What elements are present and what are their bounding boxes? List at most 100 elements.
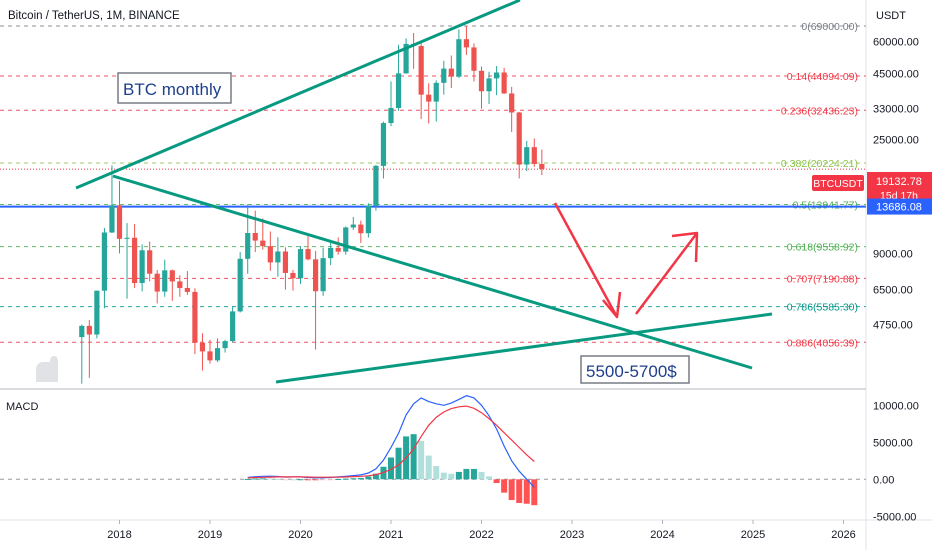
macd-axis-tick: 5000.00: [873, 437, 913, 449]
macd-histogram-bar: [282, 479, 289, 481]
fib-level-label: 0.886(4056.39): [787, 337, 858, 349]
macd-histogram-bar: [244, 478, 251, 480]
time-axis-tick: 2020: [288, 529, 312, 541]
candle-body: [328, 247, 334, 259]
macd-histogram-bar: [440, 472, 447, 480]
candle-body: [312, 259, 319, 292]
candle-body: [275, 251, 281, 263]
target-label-box: [580, 355, 690, 384]
candle-body: [94, 290, 100, 335]
candle-body: [252, 233, 258, 241]
candle-body: [79, 325, 85, 338]
candle-body: [109, 205, 115, 233]
candle-body: [516, 112, 522, 165]
fib-level-label: 0.14(44094.09): [787, 71, 858, 83]
fib-level-label: 0.5(13941.77): [793, 200, 858, 212]
candle-body: [388, 107, 394, 124]
time-axis-tick: 2024: [650, 529, 674, 541]
symbol-tag: [812, 175, 864, 191]
chart-title: Bitcoin / TetherUS, 1M, BINANCE: [8, 10, 180, 22]
descending-trendline: [112, 174, 753, 370]
price-axis-tick: 25000.00: [873, 134, 919, 146]
macd-axis-tick: -5000.00: [873, 511, 916, 523]
signal-line: [247, 405, 535, 479]
macd-histogram-bar: [289, 479, 296, 481]
macd-histogram-bar: [350, 478, 357, 480]
up-arrow-line: [635, 232, 698, 315]
candle-body: [214, 348, 221, 361]
symbol-tag-text: BTCUSDT: [813, 178, 863, 190]
candle-body: [192, 291, 198, 343]
candle-body: [116, 205, 123, 239]
fib-level-label: 0.786(5585.30): [787, 302, 858, 314]
macd-histogram-bar: [478, 471, 485, 480]
watermark-icon: [36, 356, 58, 382]
candle-body: [403, 43, 409, 74]
candle-body: [290, 272, 296, 279]
candle-body: [207, 351, 213, 361]
macd-histogram-bar: [305, 479, 312, 481]
macd-histogram-bar: [365, 476, 372, 480]
price-axis-unit: USDT: [876, 10, 906, 22]
candle-body: [260, 240, 266, 247]
candle-body: [177, 281, 183, 288]
candle-body: [184, 287, 190, 292]
last-price-value: 19132.78: [876, 176, 922, 188]
candle-body: [531, 147, 537, 164]
candle-body: [131, 237, 138, 284]
macd-histogram-bar: [455, 471, 462, 480]
price-axis-tick: 60000.00: [873, 37, 919, 49]
fib-level-label: 0.618(9558.92): [787, 242, 858, 254]
macd-axis-tick: 10000.00: [873, 400, 919, 412]
chart-label-box: [117, 72, 232, 104]
hline-price-tag: [867, 198, 932, 215]
candle-body: [320, 258, 326, 292]
candle-body: [456, 39, 462, 77]
candle-body: [426, 94, 432, 102]
time-axis-tick: 2026: [831, 529, 855, 541]
candle-body: [139, 250, 145, 284]
candle-body: [418, 45, 424, 95]
down-arrow-line: [553, 202, 619, 318]
candle-body: [433, 82, 439, 102]
candle-body: [169, 270, 175, 282]
candle-body: [282, 251, 289, 273]
upper-trendline: [75, 0, 521, 190]
price-axis-tick: 4750.00: [873, 320, 913, 332]
candle-body: [365, 205, 371, 234]
time-axis-tick: 2019: [198, 529, 222, 541]
macd-histogram-bar: [252, 478, 259, 480]
up-arrow-head: [671, 231, 699, 263]
candle-body: [199, 342, 206, 352]
macd-histogram-bar: [448, 473, 455, 480]
macd-histogram-bar: [357, 477, 364, 480]
macd-histogram-bar: [501, 479, 508, 493]
price-axis-tick: 45000.00: [873, 69, 919, 81]
candle-body: [245, 233, 251, 259]
macd-histogram-bar: [531, 479, 538, 506]
candle-body: [395, 73, 402, 108]
macd-histogram-bar: [523, 479, 530, 504]
macd-histogram-bar: [493, 479, 500, 484]
hline-price-value: 13686.08: [876, 202, 922, 214]
chart-label-text: BTC monthly: [123, 80, 222, 99]
macd-histogram-bar: [259, 478, 266, 480]
macd-histogram-bar: [425, 455, 432, 480]
macd-histogram-bar: [433, 465, 440, 480]
candle-body: [267, 246, 273, 263]
candle-body: [358, 224, 364, 234]
candle-body: [486, 78, 492, 92]
macd-histogram-bar: [335, 479, 342, 481]
fib-level-label: 0.236(32436.23): [781, 105, 858, 117]
time-axis-tick: 2018: [107, 529, 131, 541]
candle-body: [471, 47, 477, 71]
down-arrow-head: [602, 291, 622, 319]
target-label-text: 5500-5700$: [586, 362, 677, 381]
candle-body: [463, 39, 470, 48]
candle-body: [448, 68, 454, 77]
macd-histogram-bar: [410, 434, 417, 480]
candle-body: [335, 247, 341, 252]
macd-histogram-bar: [297, 479, 304, 481]
macd-histogram-bar: [320, 479, 327, 481]
candle-body: [230, 311, 236, 342]
